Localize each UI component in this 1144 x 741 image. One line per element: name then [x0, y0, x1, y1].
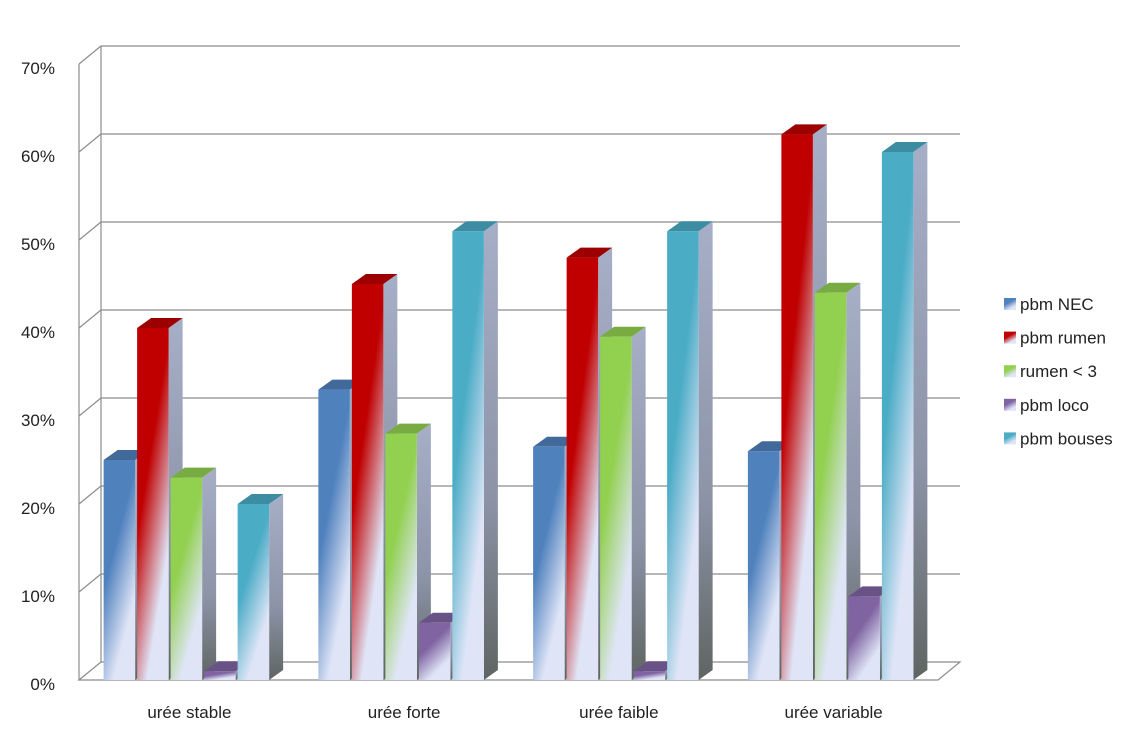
- gridline-diagonal: [78, 133, 102, 153]
- bar-front: [318, 389, 350, 680]
- x-category-label: urée faible: [579, 703, 658, 722]
- y-tick-label: 70%: [21, 59, 55, 78]
- y-tick-label: 50%: [21, 235, 55, 254]
- legend-item: pbm bouses: [1004, 429, 1113, 448]
- legend-label: pbm loco: [1020, 396, 1089, 415]
- bar-top: [137, 318, 183, 328]
- bar-top: [881, 142, 928, 152]
- gridline-diagonal: [78, 397, 102, 417]
- bar-side: [846, 282, 861, 680]
- bar-side: [483, 221, 498, 680]
- bar-front: [600, 336, 632, 680]
- bar-top: [170, 467, 217, 478]
- gridline-diagonal: [78, 45, 102, 65]
- legend-item: pbm loco: [1004, 396, 1089, 415]
- legend-swatch: [1004, 398, 1016, 411]
- gridline-diagonal: [78, 485, 102, 505]
- gridline-diagonal: [78, 309, 102, 329]
- y-tick-label: 0%: [30, 675, 55, 694]
- y-tick-label: 30%: [21, 411, 55, 430]
- bar-front: [881, 152, 914, 680]
- legend-label: pbm rumen: [1020, 329, 1106, 348]
- bar: [600, 326, 646, 680]
- y-axis-tick-labels: 0% 10% 20% 30% 40% 50% 60% 70%: [21, 59, 55, 694]
- bar-top: [566, 247, 613, 258]
- bar-side: [631, 326, 646, 680]
- bar: [452, 221, 498, 680]
- legend-swatch: [1004, 432, 1016, 445]
- legend-item: rumen < 3: [1004, 362, 1097, 381]
- legend-label: pbm bouses: [1020, 429, 1113, 448]
- legend: pbm NEC pbm rumen rumen < 3 pbm loco pbm bou…: [1004, 295, 1113, 448]
- bar-front: [533, 446, 565, 680]
- legend-item: pbm NEC: [1004, 295, 1094, 314]
- gridline-diagonal: [78, 573, 102, 593]
- gridline-diagonal: [78, 221, 102, 241]
- bar-front: [452, 231, 484, 680]
- bar-top: [814, 282, 861, 293]
- bar-top: [600, 326, 646, 337]
- bar-front: [781, 134, 813, 680]
- bar-front: [566, 257, 599, 680]
- legend-swatch: [1004, 365, 1016, 378]
- bar: [667, 221, 713, 680]
- legend-swatch: [1004, 298, 1016, 310]
- y-tick-label: 10%: [21, 587, 55, 606]
- bar-front: [385, 433, 417, 680]
- bar-front: [848, 596, 880, 680]
- x-axis-category-labels: urée stable urée forte urée faible urée var…: [147, 703, 882, 722]
- bar: [814, 282, 861, 680]
- x-category-label: urée stable: [147, 703, 231, 722]
- y-tick-label: 60%: [21, 147, 55, 166]
- bars: [103, 124, 928, 680]
- bar-front: [351, 284, 384, 680]
- bar-top: [351, 274, 398, 284]
- bar-front: [170, 477, 203, 680]
- bar-top: [781, 124, 827, 135]
- bar-side: [698, 221, 713, 680]
- y-tick-label: 40%: [21, 323, 55, 342]
- bar-front: [103, 460, 136, 680]
- bar-top: [385, 423, 431, 434]
- bar-top: [667, 221, 713, 232]
- bar-top: [452, 221, 498, 232]
- bar-front: [667, 231, 699, 680]
- bar-front: [237, 504, 270, 680]
- bar: [237, 494, 284, 680]
- legend-label: rumen < 3: [1020, 362, 1097, 381]
- bar-side: [269, 494, 284, 680]
- bar-side: [202, 467, 217, 680]
- legend-label: pbm NEC: [1020, 295, 1094, 314]
- bar-front: [747, 451, 780, 680]
- bar-side: [416, 423, 431, 680]
- y-tick-label: 20%: [21, 499, 55, 518]
- legend-item: pbm rumen: [1004, 329, 1106, 348]
- bar-front: [418, 622, 451, 680]
- bar-top: [237, 494, 284, 504]
- bar: [781, 124, 827, 680]
- x-category-label: urée variable: [784, 703, 882, 722]
- legend-swatch: [1004, 331, 1016, 344]
- bar-front: [137, 328, 169, 680]
- bar-front: [633, 671, 666, 680]
- bar: [385, 423, 431, 680]
- x-category-label: urée forte: [368, 703, 441, 722]
- bar: [170, 467, 217, 680]
- bar: [881, 142, 928, 680]
- bar-front: [814, 292, 847, 680]
- bar-front: [204, 671, 236, 680]
- bar-side: [913, 142, 928, 680]
